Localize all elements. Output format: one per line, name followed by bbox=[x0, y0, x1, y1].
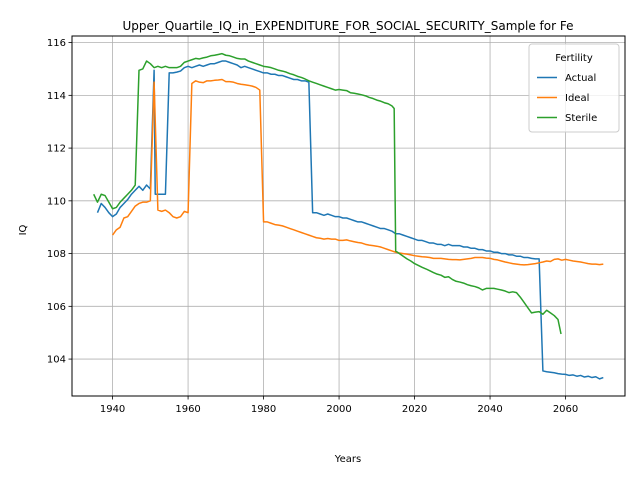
y-tick-label: 112 bbox=[47, 144, 66, 155]
x-tick-label: 1940 bbox=[100, 404, 125, 415]
chart-title: Upper_Quartile_IQ_in_EXPENDITURE_FOR_SOC… bbox=[123, 19, 574, 33]
legend-label-actual: Actual bbox=[565, 73, 596, 84]
plot-frame bbox=[71, 35, 626, 397]
series-line-ideal bbox=[111, 78, 604, 266]
x-tick-label: 1980 bbox=[251, 404, 276, 415]
series-line-sterile bbox=[93, 52, 562, 335]
legend-label-sterile: Sterile bbox=[565, 113, 597, 124]
y-axis-ticks: 104 106 108 110 112 114 116 bbox=[47, 38, 72, 366]
y-tick-label: 110 bbox=[47, 196, 66, 207]
y-axis-label: IQ bbox=[18, 224, 29, 235]
series-line-actual bbox=[96, 60, 604, 380]
x-tick-label: 2060 bbox=[553, 404, 578, 415]
x-axis-ticks: 1940 1960 1980 2000 2020 2040 2060 bbox=[100, 396, 578, 415]
y-tick-label: 106 bbox=[47, 302, 66, 313]
series-layer bbox=[93, 52, 604, 380]
x-tick-label: 2000 bbox=[326, 404, 351, 415]
legend-title: Fertility bbox=[555, 53, 593, 64]
x-axis-label: Years bbox=[334, 454, 361, 465]
x-tick-label: 2020 bbox=[402, 404, 427, 415]
legend-label-ideal: Ideal bbox=[565, 93, 589, 104]
legend-box bbox=[528, 43, 620, 133]
x-tick-label: 1960 bbox=[175, 404, 200, 415]
y-tick-label: 108 bbox=[47, 249, 66, 260]
legend: Fertility Actual Ideal Sterile bbox=[528, 43, 620, 133]
y-tick-label: 104 bbox=[47, 355, 66, 366]
y-tick-label: 114 bbox=[47, 91, 66, 102]
y-tick-label: 116 bbox=[47, 38, 66, 49]
x-tick-label: 2040 bbox=[477, 404, 502, 415]
